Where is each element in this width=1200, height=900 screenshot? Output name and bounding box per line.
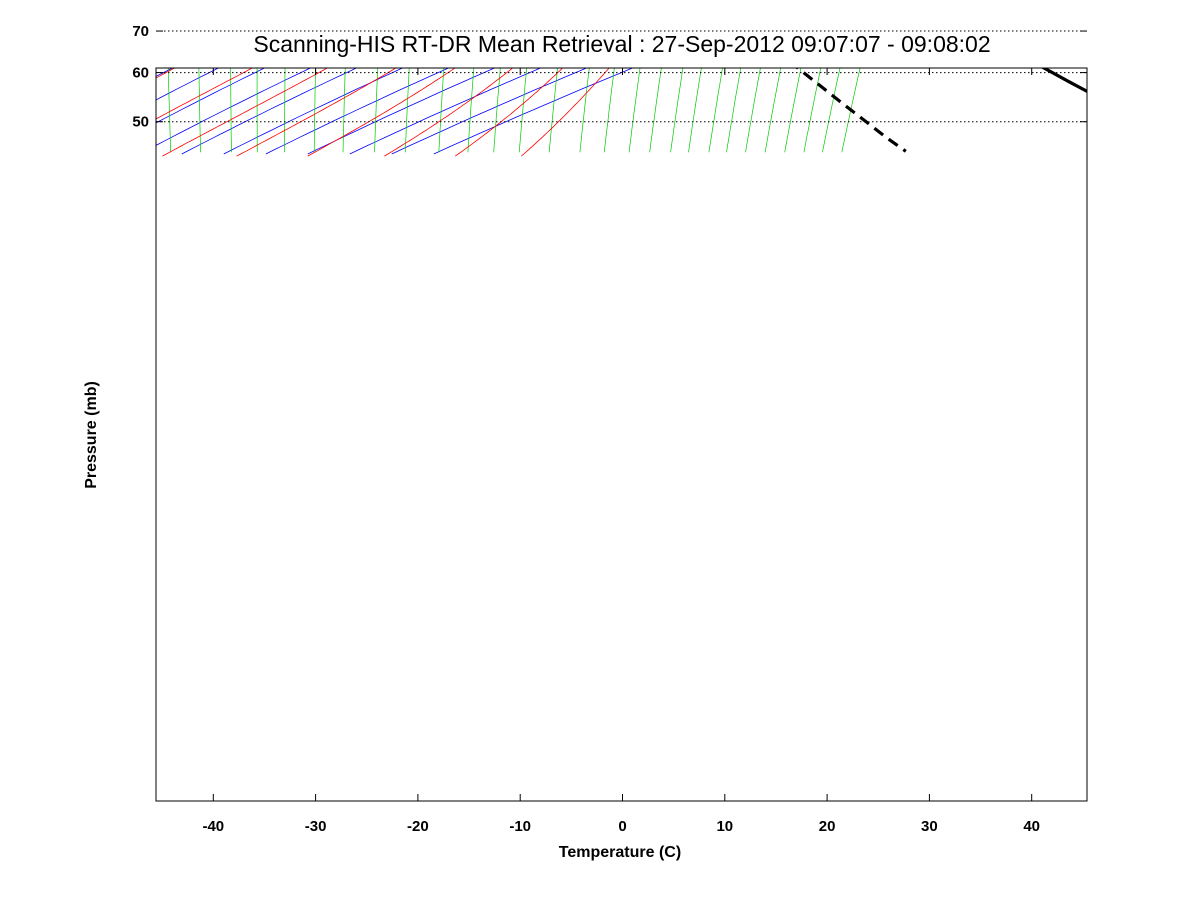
dry-adiabat-line [0,0,1200,154]
dry-adiabat-line [0,0,1152,154]
dry-adiabat-line [0,0,1200,154]
mixing-ratio-line [841,68,861,153]
moist-adiabat-line [521,68,610,157]
y-axis-label: Pressure (mb) [83,381,100,489]
dry-adiabat-line [0,0,424,154]
dry-adiabat-line [156,68,266,124]
mixing-ratio-line [404,68,410,153]
dry-adiabat-line [156,68,312,146]
dry-adiabat-line [0,0,840,154]
mixing-ratio-line [467,68,475,153]
mixing-ratio-line [167,68,172,153]
profiles [795,68,1087,153]
dry-adiabat-line [349,68,542,155]
mixing-ratio-line [284,68,286,153]
x-tick-label: -20 [407,818,429,835]
dry-adiabat-line [223,68,404,155]
moist-adiabat-line [384,68,514,157]
dry-adiabat-line [0,0,1200,154]
moist-adiabat-line [454,68,564,157]
moist-adiabat-line [0,0,311,156]
dry-adiabat-line [0,0,632,154]
dry-adiabat-line [0,0,1200,154]
x-tick-label: -30 [305,818,327,835]
dry-adiabat-line [0,0,1200,154]
mixing-ratio-line [518,68,528,153]
dewpoint-profile-line [795,68,907,153]
plot-frame [155,67,1088,802]
dry-adiabat-line [0,0,1200,154]
mixing-ratio-line [628,68,641,153]
y-tick-label: 70 [132,23,149,40]
dry-adiabat-line [0,0,1200,154]
mixing-ratio-line [230,68,232,153]
chart-title: Scanning-HIS RT-DR Mean Retrieval : 27-S… [253,31,990,57]
mixing-ratio-line [708,68,723,153]
dry-adiabat-line [0,0,1200,154]
moist-adiabat-line [307,68,456,157]
moist-adiabat-line [0,0,868,156]
dry-adiabat-line [181,68,358,155]
moist-adiabat-line [0,0,638,156]
axis-ticks: -40-30-20-100102030405060708090100200300… [132,0,1087,835]
mixing-ratio-line [548,68,558,153]
background-lines [0,0,1200,157]
dry-adiabat-line [0,0,1200,154]
x-tick-label: 10 [716,818,733,835]
dry-adiabat-line [0,0,112,154]
moist-adiabat-line [0,0,209,156]
temperature-profile-line [1040,68,1087,94]
x-tick-label: 0 [618,818,626,835]
moist-adiabat-line [156,68,176,79]
dry-adiabat-line [0,0,1200,154]
dry-adiabat-line [0,0,320,154]
x-axis-label: Temperature (C) [559,844,681,861]
mixing-ratio-line [85,0,103,152]
dry-adiabat-line [0,0,528,154]
dry-adiabat-line [391,68,588,155]
pressure-grid [156,30,1087,123]
dry-adiabat-line [0,0,736,154]
mixing-ratio-line [52,0,76,152]
moist-adiabat-line [0,0,833,156]
x-tick-label: 40 [1023,818,1040,835]
y-tick-label: 50 [132,114,149,131]
moist-adiabat-line [0,0,1009,156]
x-tick-label: -40 [202,818,224,835]
y-tick-label: 60 [132,65,149,82]
mixing-ratio-line [670,68,684,153]
x-tick-label: 20 [819,818,836,835]
dry-adiabat-line [0,0,1200,154]
x-tick-label: -10 [509,818,531,835]
y-tick-label: 80 [132,0,149,4]
mixing-ratio-line [784,68,802,153]
mixing-ratio-line [803,68,822,153]
mixing-ratio-line [342,68,346,153]
mixing-ratio-line [603,68,615,153]
x-tick-label: 30 [921,818,938,835]
dry-adiabat-line [0,0,1200,154]
mixing-ratio-line [822,68,841,153]
mixing-ratio-line [579,68,590,153]
moist-adiabat-line [0,0,577,156]
mixing-ratio-line [374,68,379,153]
dry-adiabat-line [0,0,1200,154]
moist-adiabat-line [236,68,397,157]
mixing-ratio-line [764,68,782,153]
